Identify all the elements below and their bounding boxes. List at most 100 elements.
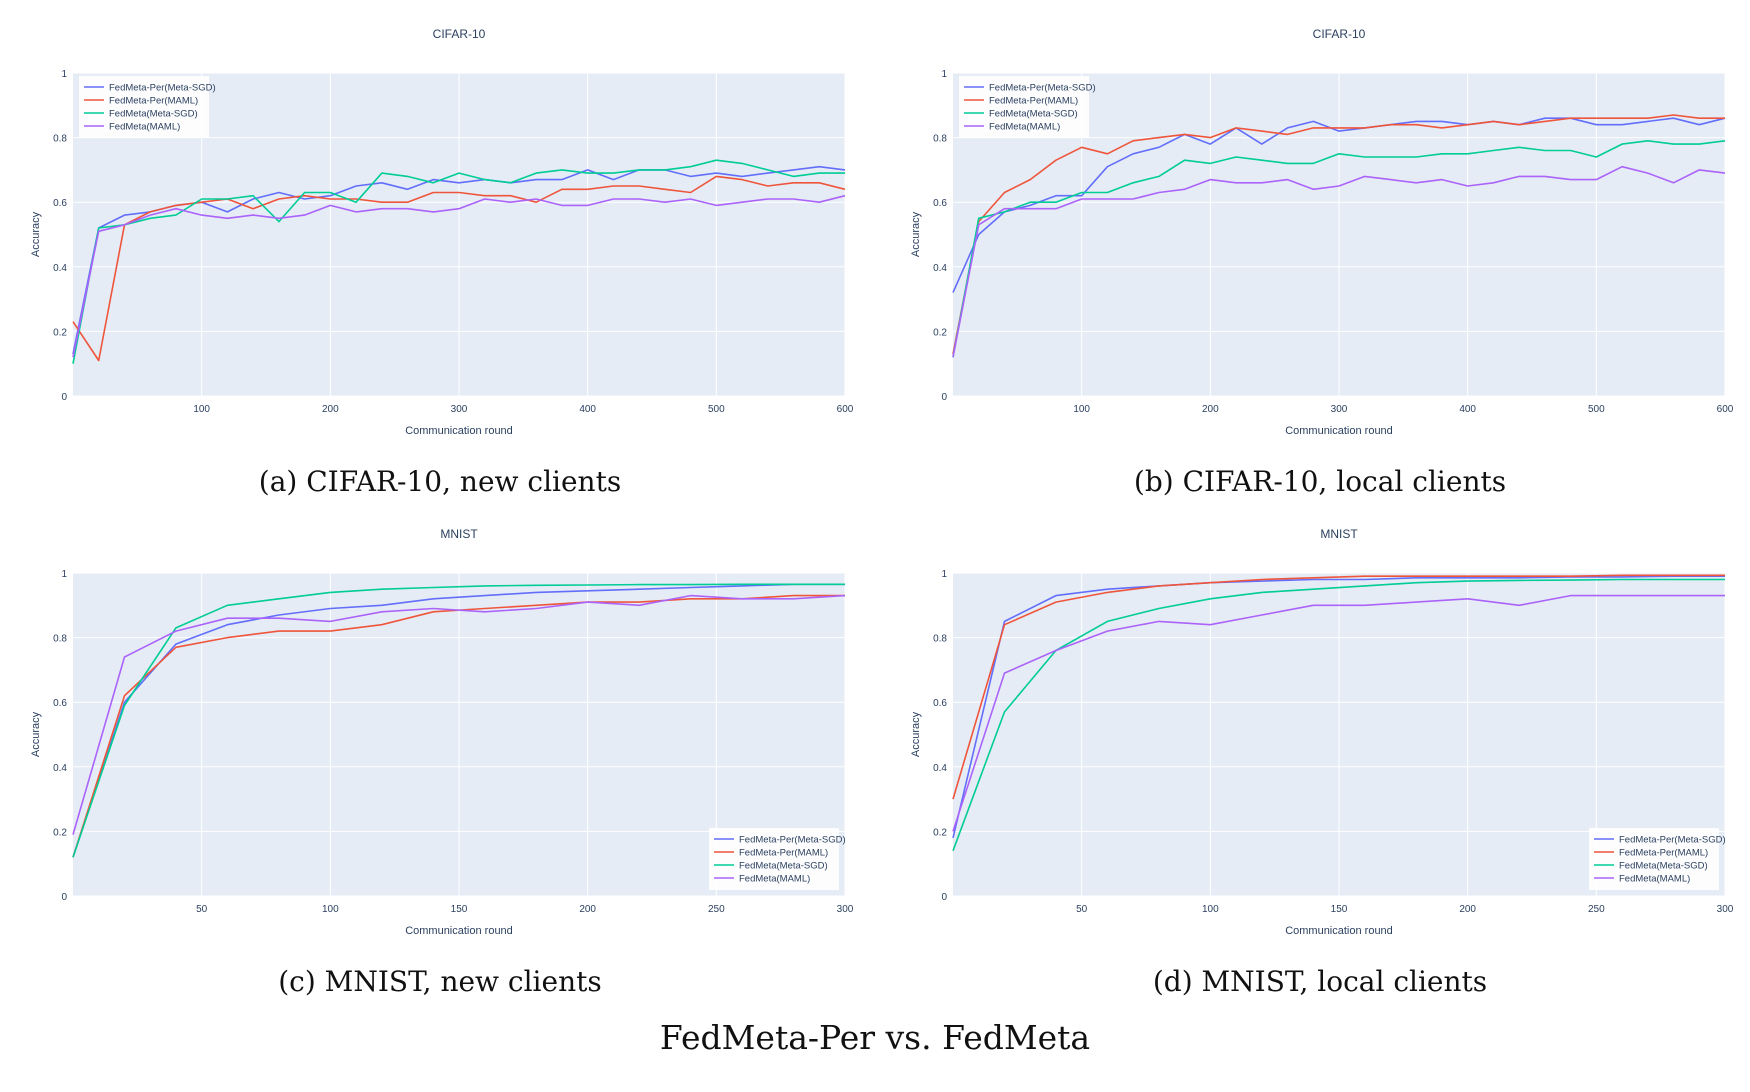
x-axis-label: Communication round	[405, 425, 513, 437]
caption-cifar10-new-clients: (a) CIFAR-10, new clients	[258, 465, 622, 498]
series-line-1	[72, 175, 846, 362]
x-tick-label: 100	[1202, 904, 1219, 915]
y-tick-label: 0	[941, 892, 947, 903]
y-tick-label: 0	[941, 392, 947, 403]
x-tick-label: 300	[451, 404, 468, 415]
y-tick-label: 0.8	[933, 134, 947, 145]
series-line-2	[72, 583, 845, 858]
figure-title: FedMeta-Per vs. FedMeta	[659, 1018, 1091, 1057]
x-tick-label: 500	[1588, 404, 1605, 415]
x-tick-label: 100	[1073, 404, 1090, 415]
x-tick-label: 300	[1717, 904, 1734, 915]
y-tick-label: 0.2	[53, 827, 67, 838]
y-tick-label: 0.8	[933, 634, 947, 645]
chart-mnist-local-clients: 0 0.2 0.4 0.6 0.8 1 50 100 150 200 250 300 MNIST Comm…	[905, 518, 1735, 938]
x-tick-label: 400	[579, 404, 596, 415]
series-line-3	[72, 194, 846, 358]
legend-label: FedMeta-Per(Meta-SGD)	[739, 835, 846, 846]
series-line-1	[952, 574, 1725, 800]
y-tick-label: 0.2	[933, 327, 947, 338]
x-tick-label: 100	[193, 404, 210, 415]
x-tick-label: 150	[1331, 904, 1348, 915]
chart-mnist-new-clients: 0 0.2 0.4 0.6 0.8 1 50 100 150 200 250 300 MNIST Comm…	[25, 518, 855, 938]
x-tick-label: 200	[579, 904, 596, 915]
y-tick-label: 0.8	[53, 134, 67, 145]
y-axis-label: Accuracy	[30, 211, 42, 257]
legend-label: FedMeta-Per(MAML)	[989, 96, 1078, 107]
x-tick-label: 300	[1331, 404, 1348, 415]
chart-cifar10-local-clients: 0 0.2 0.4 0.6 0.8 1 100 200 300 400 500 600 CIFAR-10…	[905, 18, 1735, 438]
chart-svg: 0 0.2 0.4 0.6 0.8 1 100 200 300 400 500 600 CIFAR-10…	[30, 27, 854, 437]
caption-mnist-new-clients: (c) MNIST, new clients	[278, 965, 602, 998]
legend: FedMeta-Per(Meta-SGD) FedMeta-Per(MAML) Fe…	[79, 76, 216, 138]
legend-label: FedMeta-Per(MAML)	[109, 96, 198, 107]
chart-title: CIFAR-10	[433, 27, 486, 41]
x-tick-label: 500	[708, 404, 725, 415]
legend-label: FedMeta-Per(MAML)	[739, 848, 828, 859]
x-tick-label: 400	[1459, 404, 1476, 415]
x-tick-label: 600	[1717, 404, 1734, 415]
x-tick-label: 50	[196, 904, 208, 915]
series-line-2	[952, 578, 1725, 852]
y-tick-label: 0.6	[53, 698, 67, 709]
legend: FedMeta-Per(Meta-SGD) FedMeta-Per(MAML) Fe…	[959, 76, 1096, 138]
y-tick-label: 0.4	[933, 263, 947, 274]
y-tick-label: 0.6	[933, 198, 947, 209]
chart-title: MNIST	[440, 527, 478, 541]
series-line-2	[72, 159, 845, 364]
chart-title: MNIST	[1320, 527, 1358, 541]
y-tick-label: 1	[941, 69, 947, 80]
chart-svg: 0 0.2 0.4 0.6 0.8 1 100 200 300 400 500 600 CIFAR-10…	[910, 27, 1734, 437]
legend-label: FedMeta(MAML)	[989, 122, 1060, 133]
series-line-3	[952, 594, 1725, 832]
series-line-0	[952, 117, 1726, 293]
legend-label: FedMeta(MAML)	[1619, 874, 1690, 885]
legend-label: FedMeta(MAML)	[109, 122, 180, 133]
y-tick-label: 0.2	[933, 827, 947, 838]
y-tick-label: 0.8	[53, 634, 67, 645]
chart-cifar10-new-clients: 0 0.2 0.4 0.6 0.8 1 100 200 300 400 500 600 CIFAR-10…	[25, 18, 855, 438]
y-axis-label: Accuracy	[30, 711, 42, 757]
x-tick-label: 600	[837, 404, 854, 415]
y-tick-label: 1	[61, 569, 67, 580]
legend-label: FedMeta(Meta-SGD)	[739, 861, 828, 872]
y-tick-label: 1	[61, 69, 67, 80]
x-axis-label: Communication round	[1285, 425, 1393, 437]
y-tick-label: 0.6	[53, 198, 67, 209]
y-tick-label: 0	[61, 892, 67, 903]
y-tick-label: 0.4	[53, 763, 67, 774]
series-line-0	[952, 575, 1725, 839]
x-tick-label: 50	[1076, 904, 1088, 915]
legend-label: FedMeta(Meta-SGD)	[109, 109, 198, 120]
series-line-0	[72, 583, 845, 858]
x-axis-label: Communication round	[405, 925, 513, 937]
legend-label: FedMeta(MAML)	[739, 874, 810, 885]
x-tick-label: 100	[322, 904, 339, 915]
legend: FedMeta-Per(Meta-SGD) FedMeta-Per(MAML) Fe…	[1589, 828, 1726, 890]
legend-label: FedMeta(Meta-SGD)	[989, 109, 1078, 120]
legend-label: FedMeta(Meta-SGD)	[1619, 861, 1708, 872]
x-tick-label: 200	[1459, 904, 1476, 915]
legend-label: FedMeta-Per(MAML)	[1619, 848, 1708, 859]
x-tick-label: 250	[1588, 904, 1605, 915]
legend-label: FedMeta-Per(Meta-SGD)	[109, 83, 216, 94]
series-line-3	[952, 165, 1726, 358]
x-tick-label: 300	[837, 904, 854, 915]
y-axis-label: Accuracy	[910, 211, 922, 257]
y-tick-label: 0.4	[933, 763, 947, 774]
y-tick-label: 0.6	[933, 698, 947, 709]
y-tick-label: 0.4	[53, 263, 67, 274]
chart-title: CIFAR-10	[1313, 27, 1366, 41]
y-axis-label: Accuracy	[910, 711, 922, 757]
y-tick-label: 0	[61, 392, 67, 403]
x-tick-label: 250	[708, 904, 725, 915]
y-tick-label: 1	[941, 569, 947, 580]
caption-mnist-local-clients: (d) MNIST, local clients	[1152, 965, 1488, 998]
x-tick-label: 200	[1202, 404, 1219, 415]
caption-cifar10-local-clients: (b) CIFAR-10, local clients	[1133, 465, 1507, 498]
x-axis-label: Communication round	[1285, 925, 1393, 937]
legend-label: FedMeta-Per(Meta-SGD)	[1619, 835, 1726, 846]
y-tick-label: 0.2	[53, 327, 67, 338]
